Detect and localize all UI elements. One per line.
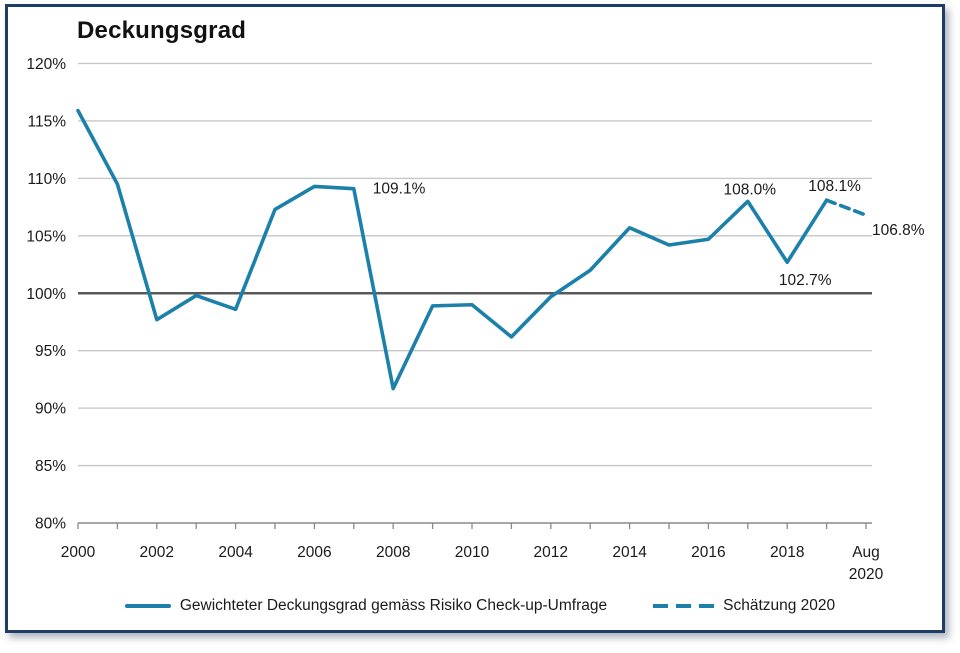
data-label: 109.1% [373, 181, 426, 198]
y-axis-tick-label: 85% [35, 458, 66, 475]
y-axis-tick-label: 90% [35, 401, 66, 418]
y-axis-tick-label: 100% [26, 286, 66, 303]
x-axis-tick-label: 2010 [455, 544, 490, 561]
y-axis-tick-label: 105% [26, 228, 66, 245]
y-axis-tick-label: 115% [28, 113, 67, 130]
x-axis-tick-label: 2004 [218, 544, 253, 561]
dashed-line-swatch [653, 604, 715, 608]
legend-label-estimate: Schätzung 2020 [723, 597, 836, 614]
x-axis-tick-label: 2000 [61, 544, 96, 561]
x-axis-tick-label: 2012 [534, 544, 568, 561]
x-axis-tick-label: 2020 [849, 566, 884, 583]
data-label: 106.8% [872, 222, 925, 239]
chart-title: Deckungsgrad [77, 17, 247, 44]
data-label: 108.0% [724, 181, 777, 198]
x-axis-tick-label: Aug [852, 544, 880, 561]
x-axis-tick-label: 2014 [612, 544, 647, 561]
legend-label-main: Gewichteter Deckungsgrad gemäss Risiko C… [179, 597, 608, 614]
x-axis-tick-label: 2016 [691, 544, 725, 561]
series-line-estimate [824, 198, 868, 217]
y-axis-tick-label: 80% [35, 516, 66, 533]
chart-legend: Gewichteter Deckungsgrad gemäss Risiko C… [10, 597, 950, 615]
x-axis-tick-label: 2008 [376, 544, 410, 561]
x-axis-tick-label: 2006 [297, 544, 331, 561]
x-axis-tick-label: 2002 [140, 544, 174, 561]
data-label: 108.1% [808, 178, 861, 195]
data-label: 102.7% [779, 272, 832, 289]
series-line-main [76, 108, 829, 391]
legend-item-estimate: Schätzung 2020 [653, 597, 835, 615]
legend-item-main: Gewichteter Deckungsgrad gemäss Risiko C… [124, 597, 608, 615]
x-axis-tick-label: 2018 [770, 544, 804, 561]
y-axis-tick-label: 120% [26, 56, 66, 73]
y-axis-tick-label: 110% [28, 171, 67, 188]
solid-line-swatch [124, 604, 171, 608]
y-axis-tick-label: 95% [35, 343, 66, 360]
